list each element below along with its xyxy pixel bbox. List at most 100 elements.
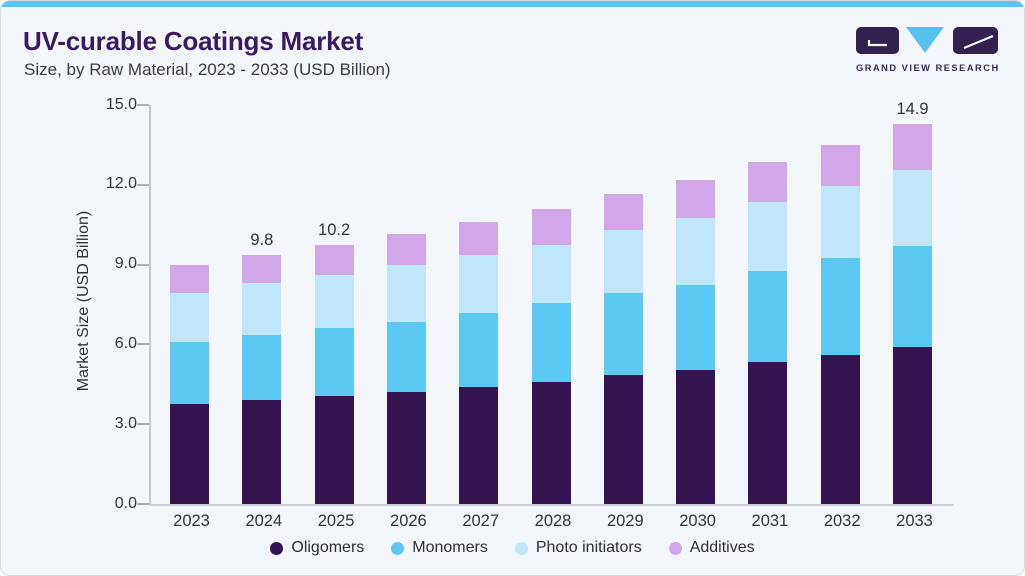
bar-segment-monomers xyxy=(531,303,571,382)
x-tick-label-2032: 2032 xyxy=(823,512,861,530)
legend-item-photo-initiators: Photo initiators xyxy=(514,539,642,557)
bar-2028 xyxy=(531,208,571,504)
bar-2032 xyxy=(820,144,860,504)
bar-segment-additives xyxy=(170,264,209,293)
legend-label-oligomers: Oligomers xyxy=(291,539,365,556)
bar-segment-additives xyxy=(242,255,282,284)
legend-item-additives: Additives xyxy=(668,539,755,557)
bar-segment-monomers xyxy=(459,312,499,387)
bar-segment-monomers xyxy=(386,321,426,393)
bar-segment-oligomers xyxy=(170,404,209,504)
bar-segment-oligomers xyxy=(459,386,499,504)
bar-segment-photo-initiators xyxy=(820,186,860,258)
x-tick-label-2028: 2028 xyxy=(534,512,572,530)
top-accent-bar xyxy=(1,1,1024,7)
legend-label-additives: Additives xyxy=(689,539,755,556)
x-tick-label-2024: 2024 xyxy=(245,512,283,530)
legend-dot-monomers-icon xyxy=(391,541,405,555)
bar-segment-oligomers xyxy=(676,369,716,504)
plot-area: 9.8 10.2 14.9 xyxy=(149,100,954,506)
x-axis-labels: 2023 2024 2025 2026 2027 2028 2029 2030 2031 2032… xyxy=(151,512,956,532)
legend-item-monomers: Monomers xyxy=(391,539,488,557)
bar-segment-photo-initiators xyxy=(531,244,571,304)
chart-legend: Oligomers Monomers Photo initiators Additiv… xyxy=(1,538,1024,558)
y-tick-label: 0.0 xyxy=(114,494,137,512)
bar-2029 xyxy=(603,194,643,504)
bar-segment-oligomers xyxy=(386,392,426,504)
page-subtitle: Size, by Raw Material, 2023 - 2033 (USD … xyxy=(24,60,391,79)
bar-segment-photo-initiators xyxy=(386,264,426,322)
g-mark-icon xyxy=(856,27,899,54)
bar-segment-additives xyxy=(820,144,860,187)
bar-segment-oligomers xyxy=(531,381,571,504)
legend-dot-additives-icon xyxy=(668,541,682,555)
y-tick-label: 6.0 xyxy=(114,334,137,352)
bar-segment-photo-initiators xyxy=(603,230,643,293)
x-tick-label-2030: 2030 xyxy=(679,512,716,530)
legend-label-photo-initiators: Photo initiators xyxy=(535,539,642,556)
bar-segment-monomers xyxy=(242,335,282,401)
bar-segment-oligomers xyxy=(603,375,643,504)
bar-segment-monomers xyxy=(170,341,209,405)
bar-2025 xyxy=(314,244,354,504)
y-tick-label: 3.0 xyxy=(114,414,137,432)
y-tick-label: 12.0 xyxy=(105,175,137,193)
x-tick-label-2033: 2033 xyxy=(896,512,933,530)
bar-2026 xyxy=(386,234,426,504)
legend-dot-photo-initiators-icon xyxy=(514,541,528,555)
bar-segment-oligomers xyxy=(893,347,932,504)
bar-value-label-2033: 14.9 xyxy=(896,99,929,118)
y-tick-mark xyxy=(137,423,149,426)
y-tick-label: 9.0 xyxy=(114,255,137,273)
bar-segment-oligomers xyxy=(314,396,354,504)
brand-logo-text: GRAND VIEW RESEARCH xyxy=(856,63,1000,73)
g-mark-notch-icon xyxy=(867,40,887,47)
bar-segment-oligomers xyxy=(820,355,860,504)
brand-logo: GRAND VIEW RESEARCH xyxy=(856,27,998,73)
page-title: UV-curable Coatings Market xyxy=(23,26,364,56)
y-tick-mark xyxy=(137,183,149,186)
brand-logo-mark xyxy=(856,27,998,54)
bar-segment-monomers xyxy=(893,245,932,348)
r-mark-notch-icon xyxy=(963,34,994,50)
bar-segment-oligomers xyxy=(748,361,788,504)
y-tick-mark xyxy=(137,503,149,505)
bar-segment-photo-initiators xyxy=(676,218,716,285)
x-tick-label-2023: 2023 xyxy=(173,512,210,530)
bar-segment-monomers xyxy=(676,284,716,370)
bar-segment-photo-initiators xyxy=(459,255,499,313)
bar-segment-additives xyxy=(531,208,571,245)
bar-segment-photo-initiators xyxy=(748,202,788,272)
bar-2033 xyxy=(893,123,932,504)
bar-segment-additives xyxy=(748,162,788,203)
y-tick-mark xyxy=(137,263,149,266)
bar-segment-additives xyxy=(676,179,716,219)
bar-segment-monomers xyxy=(314,328,354,397)
y-tick-mark xyxy=(137,104,149,106)
bar-segment-monomers xyxy=(748,271,788,362)
bar-segment-oligomers xyxy=(242,400,282,504)
bar-value-label-2024: 9.8 xyxy=(250,231,274,250)
bar-segment-monomers xyxy=(820,257,860,356)
v-triangle-icon xyxy=(906,27,944,53)
bar-2024 xyxy=(242,255,282,504)
bar-2027 xyxy=(459,222,499,504)
bar-segment-additives xyxy=(893,123,932,171)
bar-segment-monomers xyxy=(603,292,643,375)
legend-label-monomers: Monomers xyxy=(412,539,488,556)
bar-segment-additives xyxy=(459,222,499,256)
bar-segment-photo-initiators xyxy=(314,275,354,329)
y-tick-label: 15.0 xyxy=(105,95,137,113)
bar-segment-photo-initiators xyxy=(242,283,282,336)
x-tick-label-2025: 2025 xyxy=(317,512,355,530)
x-tick-label-2029: 2029 xyxy=(606,512,644,530)
x-tick-label-2026: 2026 xyxy=(390,512,427,530)
bar-value-label-2025: 10.2 xyxy=(318,220,351,239)
bar-segment-photo-initiators xyxy=(170,292,209,342)
x-tick-label-2027: 2027 xyxy=(462,512,500,530)
legend-dot-oligomers-icon xyxy=(270,541,284,555)
bar-segment-additives xyxy=(314,244,354,276)
bar-2031 xyxy=(748,162,788,504)
